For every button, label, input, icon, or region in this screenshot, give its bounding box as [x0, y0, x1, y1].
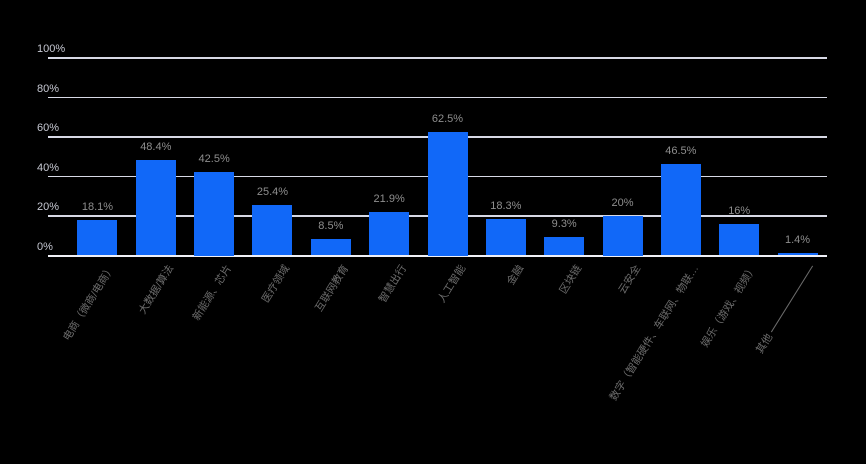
- x-axis-category-label: 互联网教育: [313, 263, 351, 314]
- bar-4: [252, 205, 293, 256]
- category-label-text: 大数据/算法: [136, 263, 176, 317]
- x-axis-category-label: 其他: [753, 263, 817, 356]
- x-axis-category-label: 电商（微商/电商）: [61, 263, 117, 343]
- bar-value-label: 21.9%: [373, 193, 405, 206]
- y-axis-tick-label: 80%: [37, 82, 60, 95]
- bar-10: [602, 216, 643, 256]
- bar-3: [194, 171, 235, 256]
- other-label-leader-line: [770, 265, 813, 333]
- bar-13: [777, 252, 818, 256]
- x-axis-category-label: 娱乐（游戏、视频）: [699, 263, 759, 349]
- category-label-text: 其他: [753, 331, 775, 356]
- x-axis-category-label: 新能源、芯片: [191, 263, 235, 323]
- bar-value-label: 48.4%: [140, 140, 172, 153]
- bar-value-label: 9.3%: [551, 218, 577, 231]
- category-label-text: 电商（微商/电商）: [61, 263, 118, 344]
- bar-value-label: 25.4%: [256, 186, 289, 199]
- gridline-0%: [48, 254, 827, 257]
- category-label-text: 区块链: [557, 263, 585, 297]
- bar-1: [77, 219, 118, 256]
- bar-6: [369, 212, 410, 256]
- gridline-80%: [48, 96, 827, 99]
- bar-value-label: 18.1%: [81, 200, 114, 213]
- bar-value-label: 62.5%: [431, 113, 464, 126]
- category-label-text: 智慧出行: [376, 263, 410, 305]
- bar-value-label: 20%: [611, 197, 634, 209]
- y-axis-tick-label: 40%: [37, 161, 60, 174]
- bar-2: [135, 159, 176, 256]
- bar-value-label: 16%: [728, 204, 751, 217]
- category-label-text: 医疗领域: [260, 263, 293, 305]
- x-axis-category-label: 区块链: [557, 263, 584, 296]
- bar-5: [310, 238, 351, 256]
- category-label-text: 云安全: [615, 263, 643, 297]
- bar-8: [485, 219, 526, 256]
- bar-value-label: 46.5%: [665, 144, 697, 157]
- bar-value-label: 8.5%: [318, 219, 344, 232]
- bar-value-label: 42.5%: [198, 152, 230, 165]
- y-axis-tick-label: 20%: [37, 201, 60, 213]
- x-axis-category-label: 大数据/算法: [136, 263, 176, 316]
- y-axis-tick-label: 60%: [37, 122, 60, 134]
- y-axis-tick-label: 100%: [37, 43, 66, 55]
- bar-value-label: 1.4%: [785, 233, 811, 246]
- bar-12: [719, 223, 760, 256]
- bar-11: [660, 163, 701, 256]
- gridline-100%: [48, 57, 827, 59]
- bar-9: [544, 237, 585, 256]
- category-label-text: 金融: [504, 263, 527, 288]
- x-axis-category-label: 金融: [505, 263, 526, 287]
- category-label-text: 互联网教育: [313, 263, 352, 314]
- category-label-text: 新能源、芯片: [190, 263, 235, 323]
- category-label-text: 人工智能: [435, 263, 468, 305]
- bar-value-label: 18.3%: [490, 200, 522, 213]
- category-label-text: 娱乐（游戏、视频）: [699, 263, 760, 350]
- x-axis-category-label: 医疗领域: [260, 263, 292, 305]
- x-axis-category-label: 智慧出行: [377, 263, 409, 305]
- x-axis-category-label: 云安全: [616, 263, 643, 296]
- bar-7: [427, 132, 468, 256]
- y-axis-tick-label: 0%: [37, 240, 53, 253]
- x-axis-category-label: 人工智能: [435, 263, 467, 305]
